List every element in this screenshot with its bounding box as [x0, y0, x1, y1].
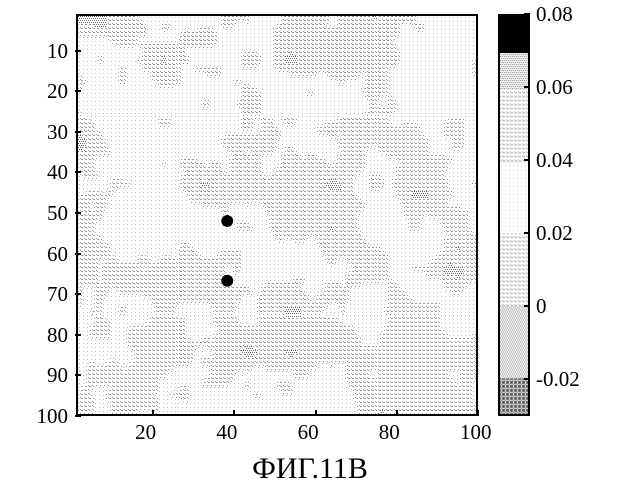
tick-label: 80 [379, 420, 415, 445]
tick-mark [75, 212, 81, 214]
colorbar-canvas [500, 16, 528, 414]
tick-label: 0.02 [536, 221, 573, 246]
tick-label: 0.04 [536, 148, 573, 173]
tick-mark [75, 171, 81, 173]
figure-caption: ФИГ.11B [180, 452, 440, 486]
tick-label: 50 [22, 201, 68, 226]
tick-mark [315, 410, 317, 416]
tick-mark [524, 13, 530, 15]
tick-label: 20 [135, 420, 171, 445]
tick-mark [524, 378, 530, 380]
tick-label: 0.08 [536, 2, 573, 27]
tick-label: 40 [216, 420, 252, 445]
tick-mark [524, 232, 530, 234]
tick-mark [477, 410, 479, 416]
tick-label: 100 [22, 404, 68, 429]
tick-mark [75, 90, 81, 92]
tick-mark [75, 415, 81, 417]
tick-label: 40 [22, 160, 68, 185]
tick-label: 80 [22, 323, 68, 348]
heatmap-canvas [78, 16, 476, 414]
tick-mark [75, 50, 81, 52]
tick-mark [524, 159, 530, 161]
tick-mark [75, 334, 81, 336]
tick-label: -0.02 [536, 367, 580, 392]
tick-mark [396, 410, 398, 416]
tick-mark [75, 253, 81, 255]
tick-label: 0 [536, 294, 547, 319]
tick-label: 60 [298, 420, 334, 445]
heatmap-plot [76, 14, 478, 416]
tick-label: 90 [22, 363, 68, 388]
tick-mark [152, 410, 154, 416]
tick-mark [75, 131, 81, 133]
tick-label: 10 [22, 39, 68, 64]
figure-container: 10 20 30 40 50 60 70 80 90 100 20 40 60 80 100 -0.02 0 0.… [0, 0, 635, 500]
tick-mark [75, 374, 81, 376]
tick-label: 30 [22, 120, 68, 145]
tick-mark [75, 293, 81, 295]
colorbar [498, 14, 530, 416]
tick-label: 0.06 [536, 75, 573, 100]
tick-mark [233, 410, 235, 416]
tick-label: 70 [22, 282, 68, 307]
tick-label: 100 [460, 420, 496, 445]
tick-label: 20 [22, 79, 68, 104]
tick-label: 60 [22, 242, 68, 267]
tick-mark [524, 305, 530, 307]
tick-mark [524, 86, 530, 88]
